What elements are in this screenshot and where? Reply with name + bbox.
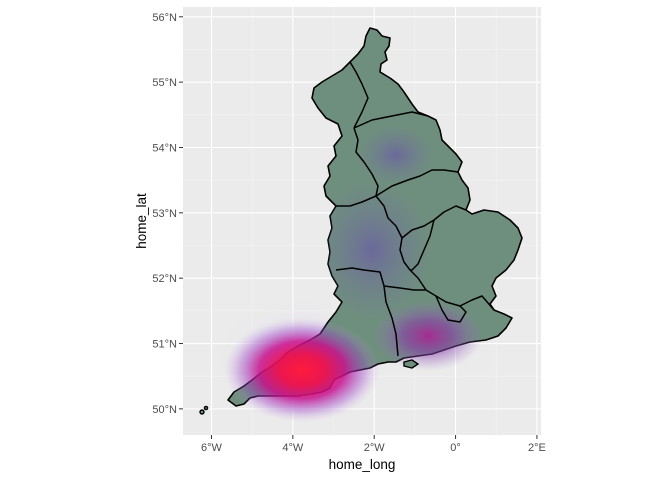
y-tick-label: 51°N — [152, 339, 177, 351]
isle-of-wight — [403, 359, 420, 369]
region-boundaries — [335, 61, 495, 357]
boundary-london — [435, 295, 467, 323]
boundary-west-midlands — [336, 195, 411, 271]
boundary-north-west — [353, 127, 379, 197]
boundary-yorkshire — [353, 111, 429, 129]
isles-of-scilly — [199, 405, 209, 415]
x-tick-label: 2°E — [528, 442, 546, 454]
x-axis-title: home_long — [329, 457, 396, 472]
y-tick-label: 50°N — [152, 404, 177, 416]
x-tick-label: 6°W — [201, 442, 223, 454]
x-axis: 6°W 4°W 2°W 0° 2°E — [201, 435, 546, 454]
y-tick-label: 53°N — [152, 208, 177, 220]
boundary-humber — [375, 169, 459, 197]
boundary-north-midlands — [409, 269, 427, 291]
y-tick-label: 52°N — [152, 273, 177, 285]
y-tick-label: 56°N — [152, 12, 177, 24]
x-tick-label: 0° — [450, 442, 461, 454]
y-tick-label: 55°N — [152, 77, 177, 89]
boundary-south-east — [383, 285, 495, 311]
y-axis: 50°N 51°N 52°N 53°N 54°N 55°N 56°N — [152, 12, 183, 416]
x-tick-label: 2°W — [364, 442, 386, 454]
boundary-north-east — [349, 61, 369, 129]
y-axis-title: home_lat — [134, 193, 149, 249]
y-tick-label: 54°N — [152, 142, 177, 154]
density-layer — [224, 125, 483, 422]
x-tick-label: 4°W — [282, 442, 304, 454]
boundary-east — [410, 219, 435, 271]
